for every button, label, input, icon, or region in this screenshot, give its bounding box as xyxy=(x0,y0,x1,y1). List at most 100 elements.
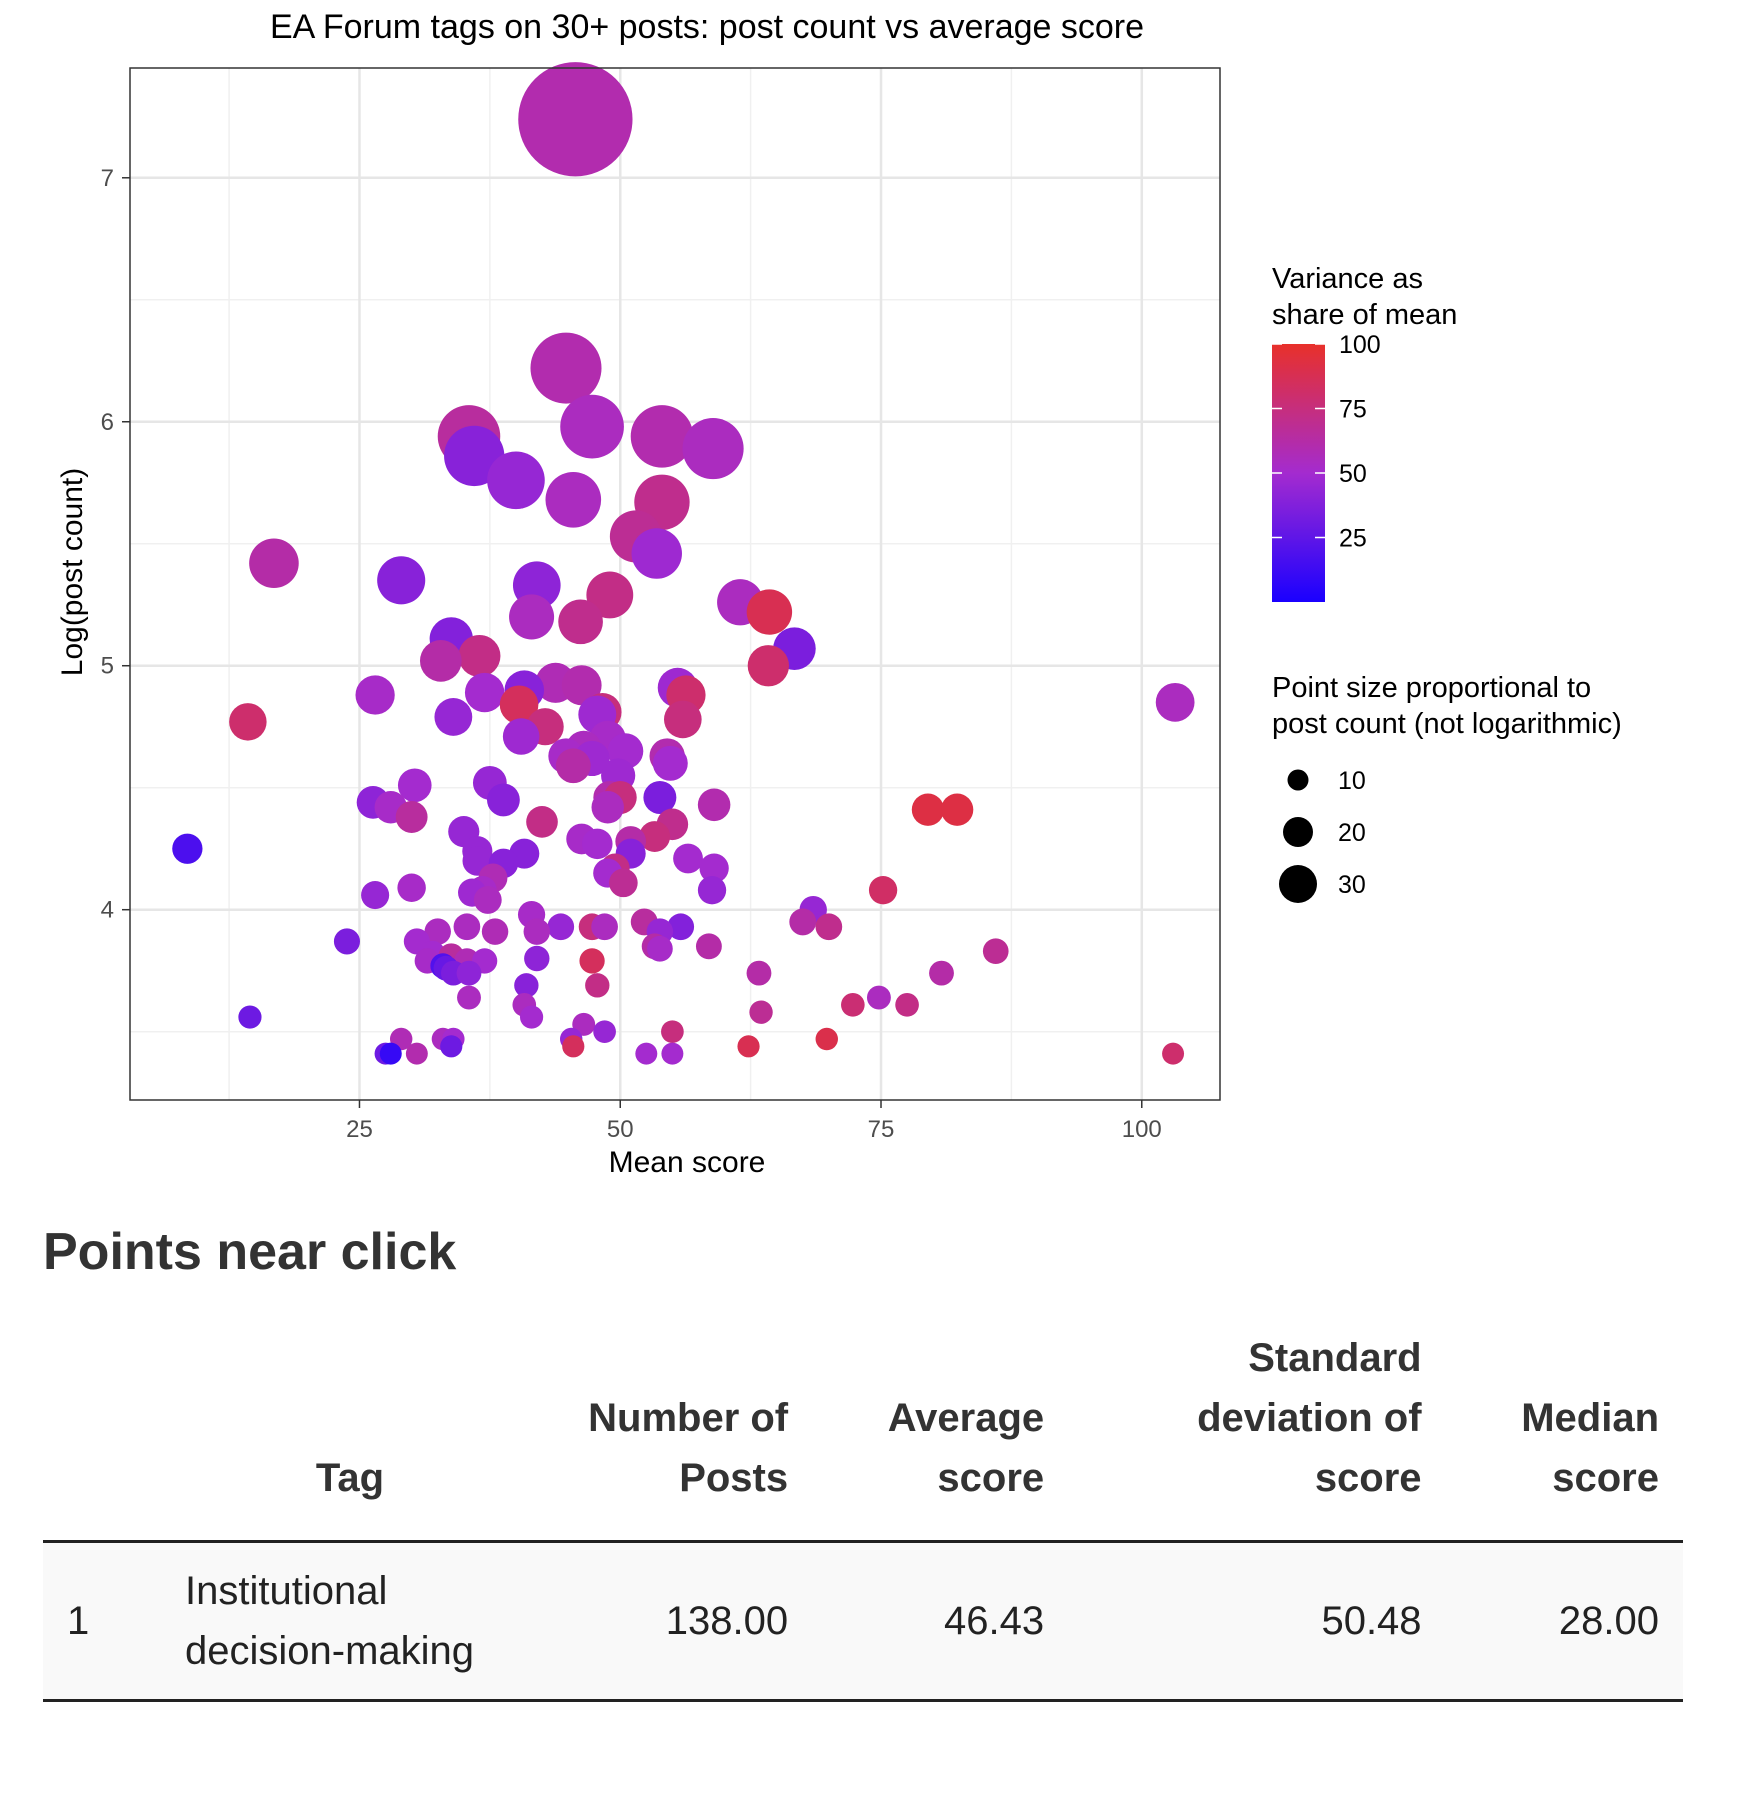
data-point xyxy=(481,918,509,945)
color-bar-tick-label: 75 xyxy=(1339,396,1367,424)
data-point xyxy=(464,672,505,713)
data-point xyxy=(453,913,481,941)
data-point xyxy=(582,828,613,860)
data-point xyxy=(639,821,671,852)
cell-average: 46.43 xyxy=(812,1541,1069,1702)
data-point xyxy=(746,960,772,986)
data-point xyxy=(440,1035,463,1058)
data-point xyxy=(911,793,945,826)
data-point xyxy=(561,665,602,706)
data-point xyxy=(395,801,428,833)
data-point xyxy=(682,418,744,480)
data-point xyxy=(238,1005,262,1029)
data-point xyxy=(419,640,462,682)
data-point xyxy=(585,973,610,998)
data-point xyxy=(514,973,539,998)
data-point xyxy=(397,768,432,803)
size-legend-dot xyxy=(1283,817,1313,847)
color-bar-tick-label: 25 xyxy=(1339,525,1367,553)
plot-border xyxy=(129,67,1221,1101)
data-point xyxy=(558,599,603,645)
cell-posts: 138.00 xyxy=(539,1541,813,1702)
cell-median: 28.00 xyxy=(1445,1541,1683,1702)
y-tick-label: 5 xyxy=(101,653,114,680)
data-point xyxy=(518,62,633,177)
x-tick-label: 75 xyxy=(868,1116,895,1143)
cell-tag: Institutional decision-making xyxy=(161,1541,539,1702)
data-point xyxy=(456,960,482,986)
chart-canvas[interactable]: 25 50 75 100 4 5 6 7 EA Forum tags on 30+ posts:… xyxy=(0,0,1756,1200)
data-point xyxy=(815,913,843,941)
data-point xyxy=(434,698,473,736)
y-tick-label: 7 xyxy=(101,165,114,192)
data-point xyxy=(547,913,575,941)
data-point xyxy=(560,394,624,459)
data-point xyxy=(982,938,1009,965)
data-point xyxy=(586,571,634,619)
data-point xyxy=(229,703,267,741)
data-point xyxy=(737,1035,760,1058)
size-legend-label: 30 xyxy=(1338,871,1366,899)
header-median: Median score xyxy=(1445,1320,1683,1543)
cell-stddev: 50.48 xyxy=(1068,1541,1446,1702)
data-point xyxy=(697,788,731,822)
section-title: Points near click xyxy=(43,1223,457,1281)
data-point xyxy=(747,645,790,687)
data-point xyxy=(630,405,694,468)
chart-title: EA Forum tags on 30+ posts: post count v… xyxy=(270,8,1144,46)
color-bar-tick-label: 50 xyxy=(1339,460,1367,488)
data-point xyxy=(667,913,695,941)
data-point xyxy=(509,594,555,640)
data-point xyxy=(646,935,673,962)
data-point xyxy=(929,960,954,986)
data-point xyxy=(502,718,540,755)
data-point xyxy=(699,853,729,883)
data-point xyxy=(355,675,395,715)
x-tick-label: 25 xyxy=(346,1116,373,1143)
data-point xyxy=(746,589,793,635)
data-point xyxy=(523,918,551,945)
data-point xyxy=(499,685,539,725)
data-point xyxy=(530,332,602,404)
data-point xyxy=(333,928,360,955)
color-bar-tick-label: 100 xyxy=(1339,331,1381,359)
data-point xyxy=(519,1005,544,1029)
data-point xyxy=(1162,1042,1185,1065)
data-point xyxy=(661,1042,684,1065)
data-point xyxy=(457,985,481,1010)
data-point xyxy=(815,1027,838,1051)
data-point xyxy=(652,745,688,781)
data-point xyxy=(609,868,638,898)
header-posts: Number of Posts xyxy=(539,1320,813,1543)
data-point xyxy=(695,933,722,960)
header-tag: Tag xyxy=(161,1320,539,1543)
data-point xyxy=(473,886,502,914)
data-point xyxy=(697,876,727,905)
size-legend-label: 10 xyxy=(1338,767,1366,795)
data-point xyxy=(866,985,891,1010)
data-point xyxy=(486,783,520,817)
data-point xyxy=(562,1035,585,1058)
scatter-chart[interactable]: 25 50 75 100 4 5 6 7 EA Forum tags on 30+ posts:… xyxy=(0,0,1756,1200)
data-point xyxy=(524,945,550,972)
data-point xyxy=(361,881,390,910)
size-legend-dot xyxy=(1279,865,1317,903)
data-point xyxy=(458,634,501,677)
data-point xyxy=(397,873,426,902)
size-legend-label: 20 xyxy=(1338,819,1366,847)
table-header-row: Tag Number of Posts Average score Standa… xyxy=(43,1320,1683,1543)
data-point xyxy=(940,793,974,826)
table-row[interactable]: 1 Institutional decision-making 138.00 4… xyxy=(43,1541,1683,1702)
x-tick-label: 100 xyxy=(1122,1116,1162,1143)
data-point xyxy=(405,1042,428,1065)
data-point xyxy=(591,913,618,941)
points-table: Tag Number of Posts Average score Standa… xyxy=(43,1320,1683,1702)
data-point xyxy=(555,748,591,784)
data-point xyxy=(1155,682,1195,722)
data-point xyxy=(789,908,817,936)
data-point xyxy=(841,993,865,1017)
size-legend-title-line2: post count (not logarithmic) xyxy=(1272,708,1622,740)
data-point xyxy=(895,993,919,1017)
header-stddev: Standard deviation of score xyxy=(1068,1320,1446,1543)
data-point xyxy=(249,538,299,589)
